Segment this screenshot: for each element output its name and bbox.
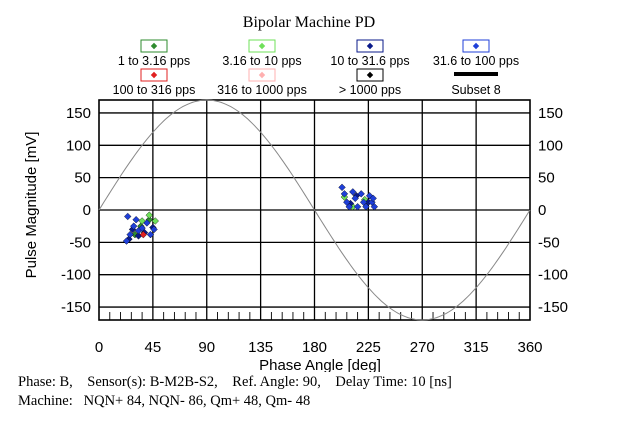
x-tick-label: 180 (302, 339, 327, 356)
legend-diamond (366, 42, 374, 50)
data-point (138, 224, 146, 232)
y-tick-label-left: 0 (83, 202, 91, 219)
legend-label: 3.16 to 10 pps (222, 54, 301, 68)
legend-label: 316 to 1000 pps (217, 83, 307, 97)
legend-label: > 1000 pps (339, 83, 401, 97)
y-tick-label-right: -50 (538, 234, 560, 251)
data-point (349, 188, 357, 196)
y-axis-label: Pulse Magnitude [mV] (23, 132, 40, 279)
legend-label: 31.6 to 100 pps (433, 54, 519, 68)
y-tick-label-left: -100 (61, 267, 91, 284)
data-point (351, 194, 359, 203)
legend-label: 10 to 31.6 pps (330, 54, 409, 68)
data-point (143, 219, 151, 227)
legend-diamond (150, 42, 158, 50)
footer-line-2: Machine: NQN+ 84, NQN- 86, Qm+ 48, Qm- 4… (18, 393, 311, 409)
legend-diamond (150, 71, 158, 79)
x-tick-label: 90 (198, 339, 215, 356)
data-point (132, 216, 140, 224)
y-tick-label-left: -50 (69, 234, 91, 251)
legend-label: 1 to 3.16 pps (118, 54, 190, 68)
x-axis-label: Phase Angle [deg] (259, 357, 381, 372)
legend-diamond (258, 42, 266, 50)
legend: 1 to 3.16 pps 3.16 to 10 pps 10 to 31.6 pp… (113, 39, 519, 97)
x-tick-label: 360 (517, 339, 542, 356)
data-point (139, 230, 147, 239)
y-tick-label-right: 150 (538, 105, 563, 122)
legend-diamond (366, 71, 374, 79)
x-tick-label: 0 (95, 339, 103, 356)
data-point (145, 211, 153, 219)
data-point (146, 230, 155, 239)
data-point (370, 203, 379, 211)
data-point (151, 217, 159, 225)
legend-label: 100 to 316 pps (113, 83, 196, 97)
y-tick-label-right: 100 (538, 137, 563, 154)
y-tick-label-left: 50 (74, 170, 91, 187)
y-tick-label-right: 50 (538, 170, 555, 187)
x-tick-label: 45 (145, 339, 162, 356)
reference-sine-curve (98, 99, 531, 321)
data-point (150, 225, 158, 234)
y-tick-label-left: 100 (66, 137, 91, 154)
x-tick-label: 270 (410, 339, 435, 356)
data-point (345, 203, 353, 211)
x-tick-label: 315 (464, 339, 489, 356)
y-tick-label-right: -150 (538, 299, 568, 316)
data-point (362, 203, 370, 211)
x-tick-label: 135 (248, 339, 273, 356)
y-tick-label-right: -100 (538, 267, 568, 284)
y-tick-label-left: -150 (61, 299, 91, 316)
chart: Bipolar Machine PD 1 to 3.16 pps 3.16 to … (23, 14, 568, 372)
legend-line-swatch (454, 72, 498, 76)
legend-diamond (258, 71, 266, 79)
footer-line-1: Phase: B, Sensor(s): B-M2B-S2, Ref. Angl… (18, 374, 452, 390)
data-point (353, 203, 362, 211)
data-point (124, 212, 132, 221)
data-point (357, 190, 365, 198)
y-tick-label-right: 0 (538, 202, 546, 219)
data-point (369, 194, 377, 203)
x-tick-label: 225 (356, 339, 381, 356)
y-tick-label-left: 150 (66, 105, 91, 122)
data-point (126, 230, 134, 239)
chart-title: Bipolar Machine PD (243, 14, 375, 31)
data-point (122, 237, 131, 245)
legend-diamond (472, 42, 480, 50)
data-point (130, 222, 138, 230)
data-point (338, 183, 346, 192)
plot-area: 0 45 90 135 180 225 270 315 360 150 150 100 100 50 50 0… (61, 99, 568, 356)
legend-label: Subset 8 (451, 83, 500, 97)
data-point (340, 190, 349, 198)
